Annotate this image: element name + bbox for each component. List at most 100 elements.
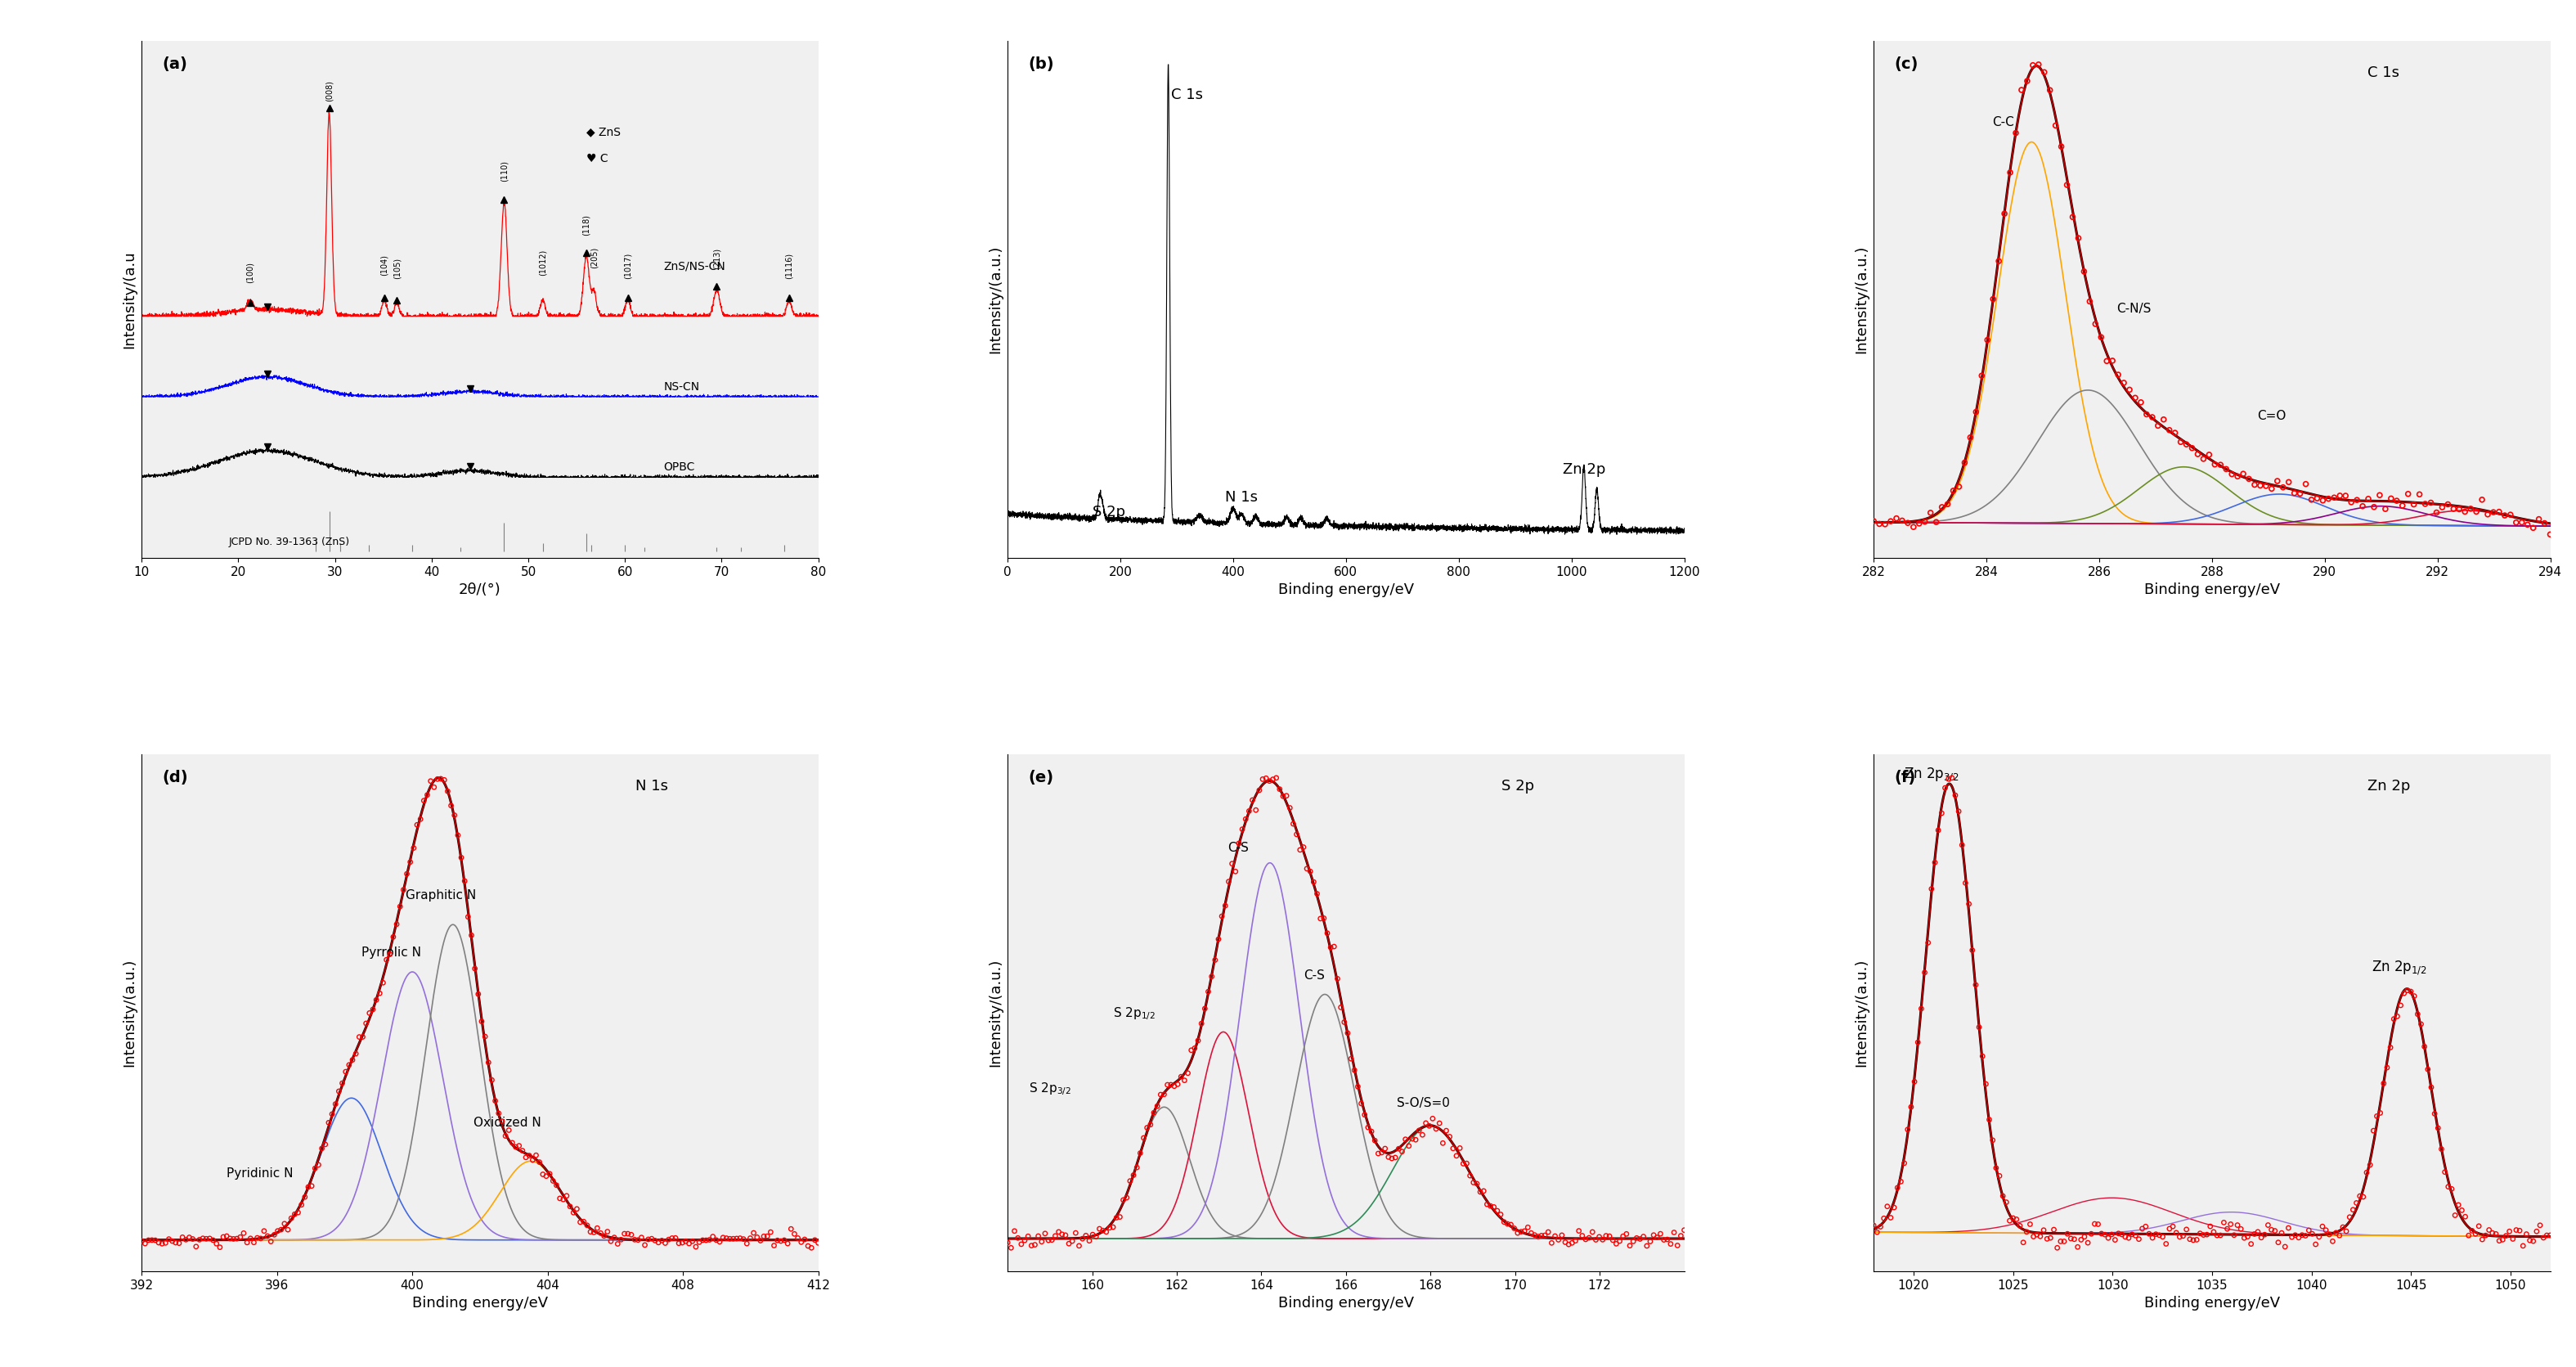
Point [2125, 1215, 2166, 1237]
Point [1340, 1092, 1381, 1114]
Point [1337, 1076, 1378, 1098]
Point [2257, 470, 2298, 492]
Point [2411, 492, 2452, 514]
Point [1870, 510, 1911, 532]
Point [1226, 808, 1267, 830]
Point [1079, 1218, 1121, 1240]
Point [2161, 431, 2202, 452]
Point [173, 1228, 214, 1249]
Point [1010, 1234, 1051, 1256]
Point [1136, 1095, 1177, 1117]
Text: (213): (213) [714, 247, 721, 269]
Point [247, 1225, 289, 1247]
Point [2236, 1221, 2277, 1243]
Point [2383, 495, 2424, 517]
Point [1860, 1215, 1901, 1237]
Point [1515, 1223, 1556, 1245]
Point [263, 1213, 304, 1234]
Point [404, 790, 446, 812]
Point [791, 1237, 832, 1259]
Point [214, 1228, 255, 1249]
Point [345, 1013, 386, 1035]
Point [2468, 503, 2509, 525]
Point [2306, 1219, 2347, 1241]
Point [1891, 1096, 1932, 1118]
Point [2354, 496, 2396, 518]
Point [1883, 1152, 1924, 1174]
Point [2148, 420, 2190, 442]
Point [1510, 1222, 1551, 1244]
Point [2074, 1213, 2115, 1234]
Point [533, 1170, 574, 1192]
Point [2442, 1199, 2483, 1221]
Point [1852, 1214, 1893, 1236]
X-axis label: 2θ/(°): 2θ/(°) [459, 582, 502, 597]
Point [538, 1188, 580, 1210]
Point [1175, 1038, 1216, 1059]
Point [2202, 1211, 2244, 1233]
Point [291, 1176, 332, 1197]
Point [2421, 496, 2463, 518]
Point [489, 1120, 531, 1141]
Point [708, 1228, 750, 1249]
Point [2267, 472, 2308, 493]
Point [1391, 1128, 1432, 1150]
Point [2146, 1233, 2187, 1255]
Point [1388, 1135, 1430, 1156]
Point [1007, 1225, 1048, 1247]
Point [2172, 437, 2213, 459]
Point [139, 1232, 180, 1254]
Point [1425, 1120, 1466, 1141]
Point [737, 1226, 778, 1248]
Point [621, 1226, 662, 1248]
Point [2040, 1230, 2081, 1252]
Point [1589, 1225, 1631, 1247]
Point [1329, 1048, 1370, 1070]
Point [2476, 1223, 2517, 1245]
Point [1229, 800, 1270, 822]
Point [2110, 379, 2151, 401]
Point [2246, 1214, 2287, 1236]
Point [2231, 1233, 2272, 1255]
Point [204, 1226, 245, 1248]
Point [683, 1229, 724, 1251]
Point [410, 770, 451, 791]
Point [1072, 1223, 1113, 1245]
Point [1528, 1221, 1569, 1243]
Point [2313, 487, 2354, 509]
Point [1984, 1185, 2025, 1207]
Point [2159, 1226, 2200, 1248]
Point [1643, 1229, 1685, 1251]
Point [2032, 1218, 2074, 1240]
Point [987, 1232, 1028, 1254]
Point [1538, 1229, 1579, 1251]
Point [1231, 789, 1273, 811]
Point [2496, 1219, 2537, 1241]
Point [1556, 1230, 1597, 1252]
Point [2483, 1229, 2524, 1251]
Point [574, 1222, 616, 1244]
Point [1255, 767, 1296, 789]
Point [374, 925, 415, 947]
Point [2133, 406, 2174, 428]
Point [564, 1211, 605, 1233]
Point [1595, 1233, 1636, 1255]
Point [1893, 1070, 1935, 1092]
Point [2063, 1226, 2105, 1248]
Point [1917, 819, 1958, 841]
Point [1430, 1126, 1471, 1148]
Point [544, 1188, 585, 1210]
Y-axis label: Intensity/(a.u.): Intensity/(a.u.) [1855, 958, 1870, 1068]
Point [1461, 1181, 1502, 1203]
Point [2275, 1225, 2316, 1247]
Point [1445, 1152, 1486, 1174]
Point [1005, 1229, 1046, 1251]
Point [1239, 779, 1280, 801]
Point [325, 1061, 366, 1083]
Point [2007, 70, 2048, 92]
Point [240, 1228, 281, 1249]
Point [1273, 813, 1314, 835]
Point [1084, 1221, 1126, 1243]
Point [2298, 1226, 2339, 1248]
Point [1020, 1230, 1061, 1252]
